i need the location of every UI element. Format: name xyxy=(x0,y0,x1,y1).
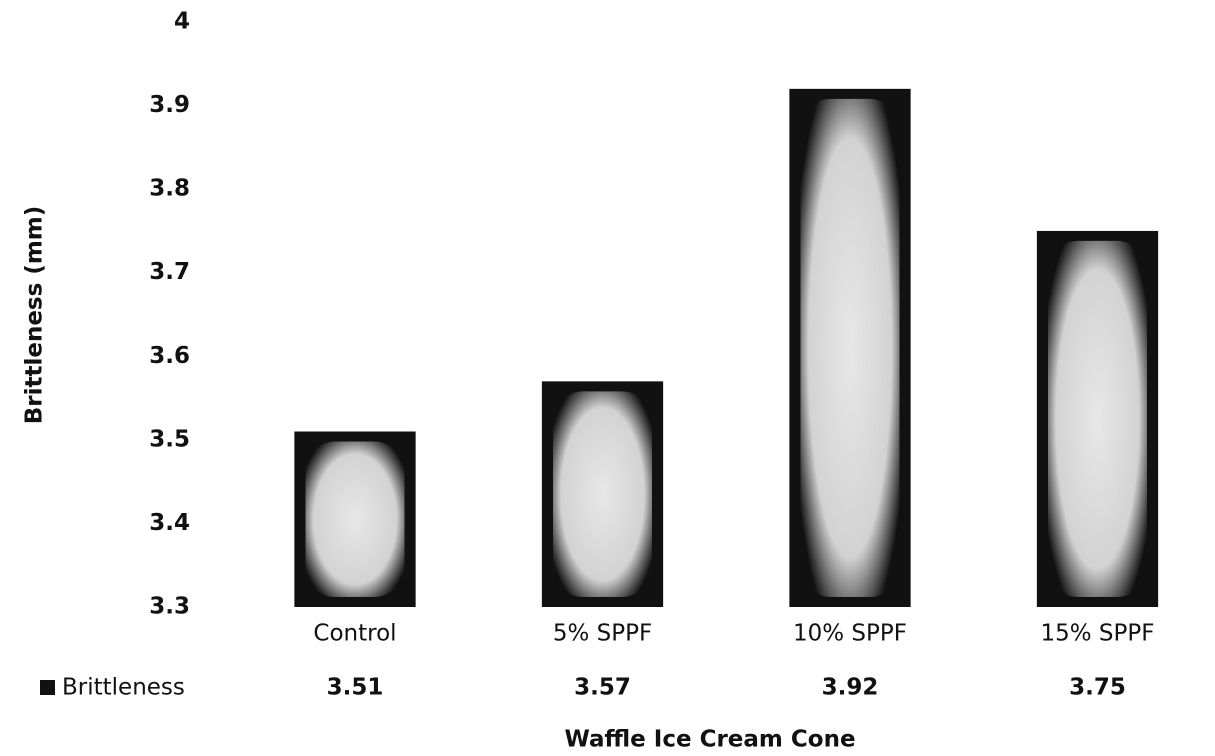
x-tick-label: 10% SPPF xyxy=(793,621,907,647)
bar-highlight xyxy=(553,391,652,597)
legend-swatch xyxy=(40,680,55,695)
data-table-value: 3.51 xyxy=(327,675,384,701)
x-tick-label: 5% SPPF xyxy=(553,621,652,647)
y-tick-label: 4 xyxy=(174,9,190,35)
y-axis-title: Brittleness (mm) xyxy=(22,206,48,425)
data-table-value: 3.75 xyxy=(1069,675,1126,701)
y-tick-label: 3.7 xyxy=(149,259,190,285)
bar-highlight xyxy=(800,98,900,597)
data-table-value: 3.92 xyxy=(822,675,879,701)
y-tick-label: 3.6 xyxy=(149,343,190,369)
y-tick-label: 3.3 xyxy=(149,594,190,620)
x-tick-label: Control xyxy=(313,621,396,647)
data-table-value: 3.57 xyxy=(574,675,631,701)
legend-label: Brittleness xyxy=(62,675,185,701)
y-tick-label: 3.4 xyxy=(149,510,190,536)
bar-highlight xyxy=(1048,240,1147,597)
y-tick-label: 3.9 xyxy=(149,92,190,118)
x-tick-label: 15% SPPF xyxy=(1040,621,1154,647)
y-tick-label: 3.5 xyxy=(149,426,190,452)
x-axis-title: Waffle Ice Cream Cone xyxy=(564,727,855,753)
bar-highlight xyxy=(305,441,405,597)
y-tick-label: 3.8 xyxy=(149,176,190,202)
